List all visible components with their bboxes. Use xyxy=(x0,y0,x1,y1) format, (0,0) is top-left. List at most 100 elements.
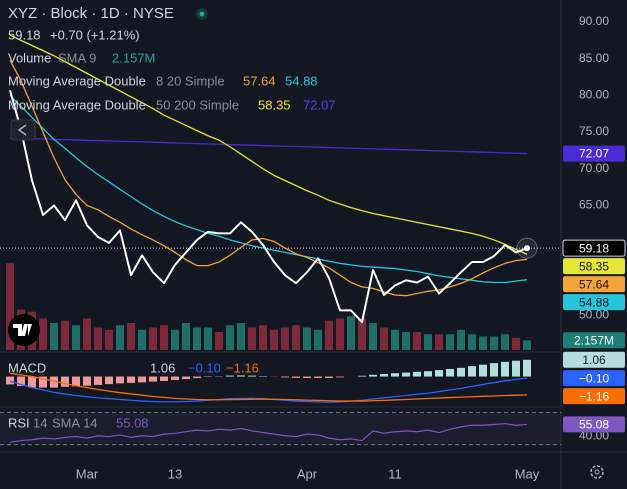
histogram-bar xyxy=(303,376,311,378)
histogram-bar xyxy=(28,376,36,388)
plot-layer: 50.00 65.00 70.00 75.00 80.00 85.00 90.00 Mar 13… xyxy=(0,14,626,481)
indicator-value: 55.08 xyxy=(116,415,149,430)
volume-bar xyxy=(215,332,223,350)
y-tick-label: 50.00 xyxy=(579,308,609,322)
y-tick-label: 75.00 xyxy=(579,124,609,138)
volume-bar xyxy=(347,316,355,350)
histogram-bar xyxy=(314,376,322,378)
volume-bar xyxy=(270,329,278,350)
histogram-bar xyxy=(17,376,25,387)
histogram-bar xyxy=(479,364,487,377)
price-badge xyxy=(563,145,625,162)
price-badge-label: −0.10 xyxy=(579,371,610,385)
volume-bar xyxy=(336,318,344,350)
volume-bar xyxy=(204,327,212,350)
indicator-value: 1.06 xyxy=(150,360,175,375)
volume-bar xyxy=(149,327,157,350)
indicator-value: 54.88 xyxy=(285,73,318,88)
price-change: +0.70 (+1.21%) xyxy=(50,27,140,42)
histogram-bar xyxy=(501,361,509,377)
histogram-bar xyxy=(402,372,410,377)
histogram-bar xyxy=(182,376,190,380)
histogram-bar xyxy=(61,376,69,387)
indicator-params: SMA 14 xyxy=(52,415,98,430)
volume-bar xyxy=(259,325,267,350)
indicator-name: MACD xyxy=(8,360,46,375)
indicator-name: Moving Average Double xyxy=(8,97,146,112)
volume-bar xyxy=(468,334,476,350)
rsi-band-fill xyxy=(0,412,561,445)
volume-bar xyxy=(127,323,135,350)
price-badge-label: 55.08 xyxy=(579,418,609,432)
volume-bar xyxy=(160,325,168,350)
volume-bar xyxy=(424,334,432,350)
histogram-bar xyxy=(39,376,47,388)
price-badge xyxy=(563,370,625,387)
gear-hub xyxy=(594,469,600,475)
volume-bar xyxy=(457,329,465,350)
price-badge-label: 1.06 xyxy=(582,353,606,367)
last-price: 59.18 xyxy=(8,27,41,42)
series-line xyxy=(9,34,528,255)
volume-bar xyxy=(380,327,388,350)
volume-bar xyxy=(182,323,190,350)
last-price-dot xyxy=(524,245,530,252)
indicator-value: 57.64 xyxy=(243,73,276,88)
histogram-bar xyxy=(171,376,179,381)
price-badge-label: 59.18 xyxy=(579,241,609,255)
volume-bar xyxy=(61,320,69,350)
volume-bar xyxy=(490,336,498,350)
histogram-bar xyxy=(94,376,102,385)
indicator-value: 2.157M xyxy=(112,50,155,65)
histogram-bar xyxy=(435,370,443,377)
volume-bar xyxy=(391,329,399,350)
volume-bar xyxy=(193,327,201,350)
y-tick-label: 70.00 xyxy=(579,161,609,175)
volume-bar xyxy=(72,325,80,350)
volume-bar xyxy=(413,332,421,350)
histogram-bar xyxy=(72,376,80,387)
histogram-bar xyxy=(105,376,113,385)
x-tick-label: 13 xyxy=(168,466,182,481)
histogram-bar xyxy=(424,371,432,377)
price-badge xyxy=(562,239,626,257)
logo-mark xyxy=(13,324,32,336)
histogram-bar xyxy=(336,376,344,378)
histogram-bar xyxy=(413,371,421,377)
volume-bar xyxy=(237,323,245,350)
indicator-value: 58.35 xyxy=(258,97,291,112)
volume-bar xyxy=(512,337,520,350)
settings-icon[interactable] xyxy=(590,465,604,479)
histogram-bar xyxy=(523,359,531,377)
volume-bar xyxy=(303,327,311,350)
indicator-params: 50 200 Simple xyxy=(156,97,239,112)
series-line xyxy=(9,59,528,297)
volume-bar xyxy=(281,327,289,350)
histogram-bar xyxy=(160,376,168,381)
volume-bar xyxy=(94,327,102,350)
indicator-params: SMA 9 xyxy=(58,50,96,65)
indicator-params: 8 20 Simple xyxy=(156,73,225,88)
histogram-bar xyxy=(193,376,201,379)
histogram-bar xyxy=(380,374,388,377)
volume-bar xyxy=(105,329,113,350)
series-line xyxy=(9,89,528,324)
volume-bar xyxy=(248,327,256,350)
histogram-bar xyxy=(6,376,14,385)
volume-bar xyxy=(523,340,531,350)
y-tick-label: 80.00 xyxy=(579,88,609,102)
indicator-params: 14 xyxy=(33,415,47,430)
histogram-bar xyxy=(248,375,256,377)
histogram-bar xyxy=(369,374,377,377)
symbol-title: XYZ · Block · 1D · NYSE xyxy=(8,5,174,22)
histogram-bar xyxy=(457,367,465,377)
price-badge-label: −1.16 xyxy=(579,389,610,403)
histogram-bar xyxy=(237,375,245,377)
indicator-name: RSI xyxy=(8,415,30,430)
gear xyxy=(590,465,604,479)
collapse-button[interactable] xyxy=(10,119,36,141)
volume-bar xyxy=(358,318,366,350)
x-tick-label: 11 xyxy=(388,466,402,481)
